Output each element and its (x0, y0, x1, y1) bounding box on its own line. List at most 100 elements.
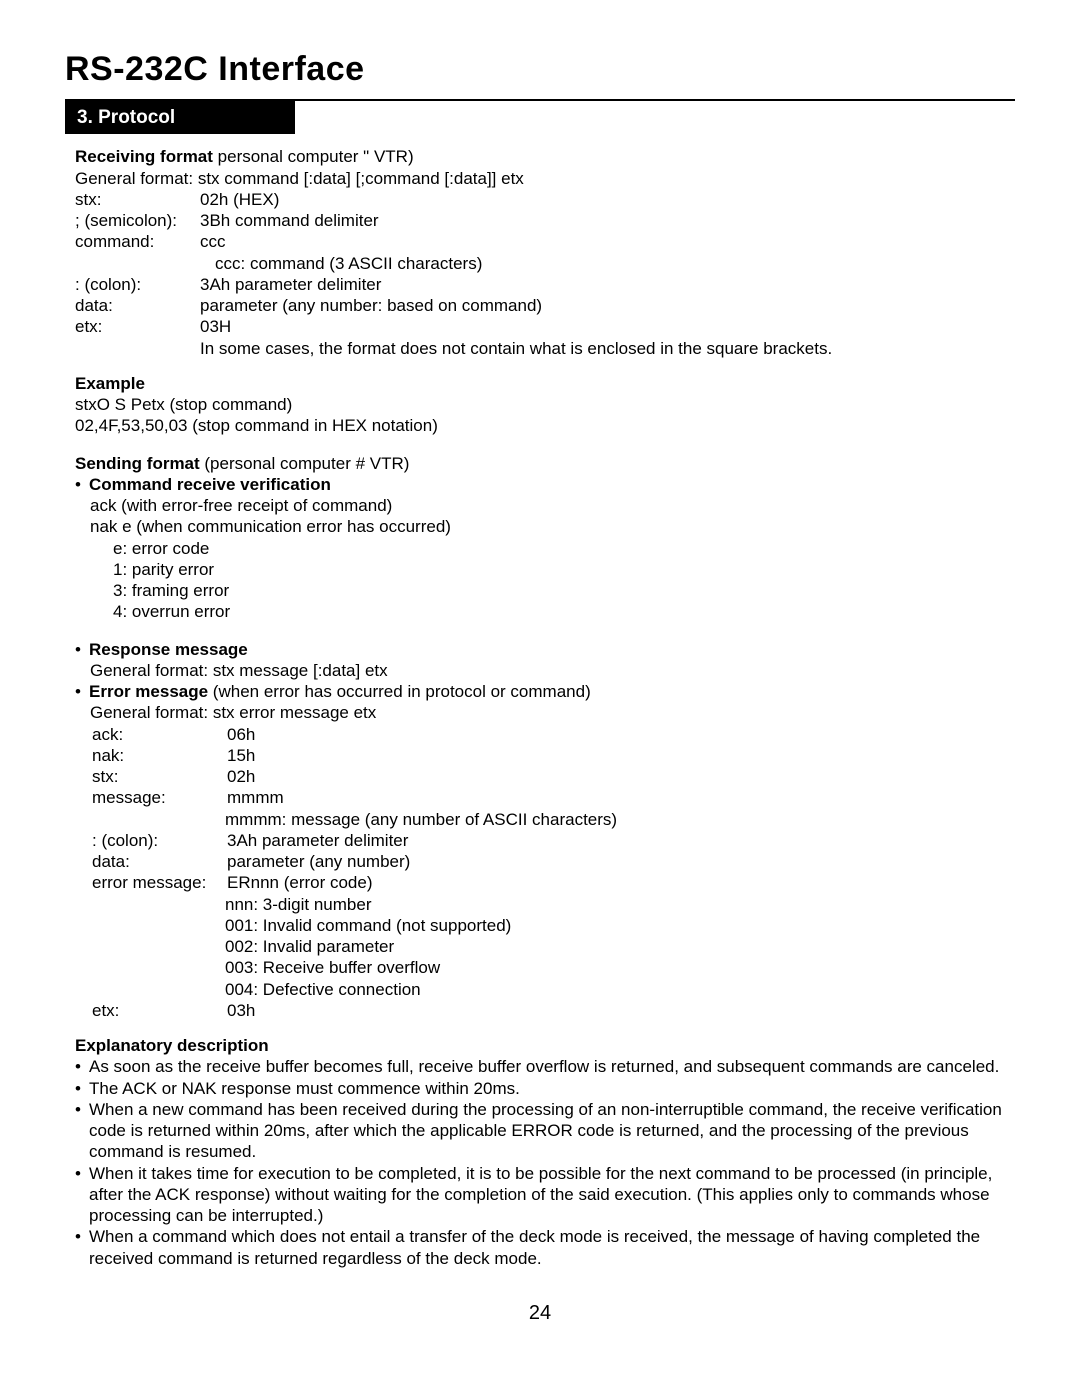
recv-row: data: parameter (any number: based on co… (75, 295, 1005, 316)
mmmm-note: mmmm: message (any number of ASCII chara… (75, 809, 1005, 830)
code-label: data: (92, 851, 227, 872)
code-row: nak: 15h (92, 745, 1005, 766)
err-heading-rest: (when error has occurred in protocol or … (208, 682, 591, 701)
recv-row: In some cases, the format does not conta… (75, 338, 1005, 359)
bullet-dot: • (75, 1163, 89, 1227)
err-bullet: • Error message (when error has occurred… (75, 681, 1005, 702)
etx-note: In some cases, the format does not conta… (200, 338, 1005, 359)
sending-heading-rest: (personal computer # VTR) (200, 454, 410, 473)
bullet-dot: • (75, 1099, 89, 1163)
nnn-note: 004: Defective connection (75, 979, 1005, 1000)
recv-value: 3Ah parameter delimiter (200, 274, 1005, 295)
sending-heading: Sending format (personal computer # VTR) (75, 453, 1005, 474)
code-row: error message: ERnnn (error code) (92, 872, 1005, 893)
explain-text: When a command which does not entail a t… (89, 1226, 1005, 1269)
page-number: 24 (65, 1301, 1015, 1326)
code-label: : (colon): (92, 830, 227, 851)
code-value: 3Ah parameter delimiter (227, 830, 1005, 851)
bullet-dot: • (75, 1056, 89, 1077)
receiving-heading-bold: Receiving format (75, 147, 213, 166)
recv-row: etx: 03H (75, 316, 1005, 337)
code-label: etx: (92, 1000, 227, 1021)
code-value: 02h (227, 766, 1005, 787)
section-header: 3. Protocol (65, 101, 295, 135)
receiving-heading-rest: personal computer " VTR) (213, 147, 414, 166)
code-row: ack: 06h (92, 724, 1005, 745)
recv-value: 3Bh command delimiter (200, 210, 1005, 231)
explain-bullet: • As soon as the receive buffer becomes … (75, 1056, 1005, 1077)
code-label: ack: (92, 724, 227, 745)
bullet-dot: • (75, 1078, 89, 1099)
code-row: etx: 03h (92, 1000, 1005, 1021)
recv-label: : (colon): (75, 274, 200, 295)
errcode: 3: framing error (75, 580, 1005, 601)
explain-text: The ACK or NAK response must commence wi… (89, 1078, 1005, 1099)
code-value: parameter (any number) (227, 851, 1005, 872)
crv-nak: nak e (when communication error has occu… (75, 516, 1005, 537)
crv-ack: ack (with error-free receipt of command) (75, 495, 1005, 516)
err-general: General format: stx error message etx (75, 702, 1005, 723)
content-body: Receiving format personal computer " VTR… (65, 134, 1015, 1269)
bullet-dot: • (75, 474, 89, 495)
bullet-dot: • (75, 639, 89, 660)
recv-label: etx: (75, 316, 200, 337)
recv-label: ; (semicolon): (75, 210, 200, 231)
recv-row: stx: 02h (HEX) (75, 189, 1005, 210)
explain-bullet: • When a new command has been received d… (75, 1099, 1005, 1163)
code-row: : (colon): 3Ah parameter delimiter (92, 830, 1005, 851)
errcode: e: error code (75, 538, 1005, 559)
page-title: RS-232C Interface (65, 48, 1015, 91)
nnn-note: nnn: 3-digit number (75, 894, 1005, 915)
bullet-dot: • (75, 681, 89, 702)
crv-bullet: • Command receive verification (75, 474, 1005, 495)
err-heading: Error message (when error has occurred i… (89, 681, 1005, 702)
explain-text: When it takes time for execution to be c… (89, 1163, 1005, 1227)
explain-bullet: • The ACK or NAK response must commence … (75, 1078, 1005, 1099)
explain-text: When a new command has been received dur… (89, 1099, 1005, 1163)
errcode: 1: parity error (75, 559, 1005, 580)
code-label: message: (92, 787, 227, 808)
crv-heading: Command receive verification (89, 474, 1005, 495)
recv-value: 02h (HEX) (200, 189, 1005, 210)
resp-general: General format: stx message [:data] etx (75, 660, 1005, 681)
recv-label-empty (75, 338, 200, 359)
recv-label: stx: (75, 189, 200, 210)
recv-row: ; (semicolon): 3Bh command delimiter (75, 210, 1005, 231)
explain-bullet: • When a command which does not entail a… (75, 1226, 1005, 1269)
code-label: stx: (92, 766, 227, 787)
code-row: message: mmmm (92, 787, 1005, 808)
code-value: ERnnn (error code) (227, 872, 1005, 893)
explain-text: As soon as the receive buffer becomes fu… (89, 1056, 1005, 1077)
nnn-note: 001: Invalid command (not supported) (75, 915, 1005, 936)
recv-value: 03H (200, 316, 1005, 337)
explain-bullet: • When it takes time for execution to be… (75, 1163, 1005, 1227)
receiving-heading: Receiving format personal computer " VTR… (75, 146, 1005, 167)
resp-bullet: • Response message (75, 639, 1005, 660)
recv-label: data: (75, 295, 200, 316)
example-line2: 02,4F,53,50,03 (stop command in HEX nota… (75, 415, 1005, 436)
recv-value: ccc (200, 231, 1005, 252)
recv-value: parameter (any number: based on command) (200, 295, 1005, 316)
ccc-note: ccc: command (3 ASCII characters) (75, 253, 1005, 274)
receiving-general: General format: stx command [:data] [;co… (75, 168, 1005, 189)
resp-heading: Response message (89, 639, 1005, 660)
example-line1: stxO S Petx (stop command) (75, 394, 1005, 415)
recv-label: command: (75, 231, 200, 252)
sending-heading-bold: Sending format (75, 454, 200, 473)
code-label: error message: (92, 872, 227, 893)
code-value: mmmm (227, 787, 1005, 808)
bullet-dot: • (75, 1226, 89, 1269)
code-value: 03h (227, 1000, 1005, 1021)
code-row: data: parameter (any number) (92, 851, 1005, 872)
code-label: nak: (92, 745, 227, 766)
code-value: 15h (227, 745, 1005, 766)
err-heading-bold: Error message (89, 682, 208, 701)
example-heading: Example (75, 373, 1005, 394)
code-row: stx: 02h (92, 766, 1005, 787)
nnn-note: 003: Receive buffer overflow (75, 957, 1005, 978)
errcode: 4: overrun error (75, 601, 1005, 622)
nnn-note: 002: Invalid parameter (75, 936, 1005, 957)
recv-row: command: ccc (75, 231, 1005, 252)
recv-row: : (colon): 3Ah parameter delimiter (75, 274, 1005, 295)
code-value: 06h (227, 724, 1005, 745)
